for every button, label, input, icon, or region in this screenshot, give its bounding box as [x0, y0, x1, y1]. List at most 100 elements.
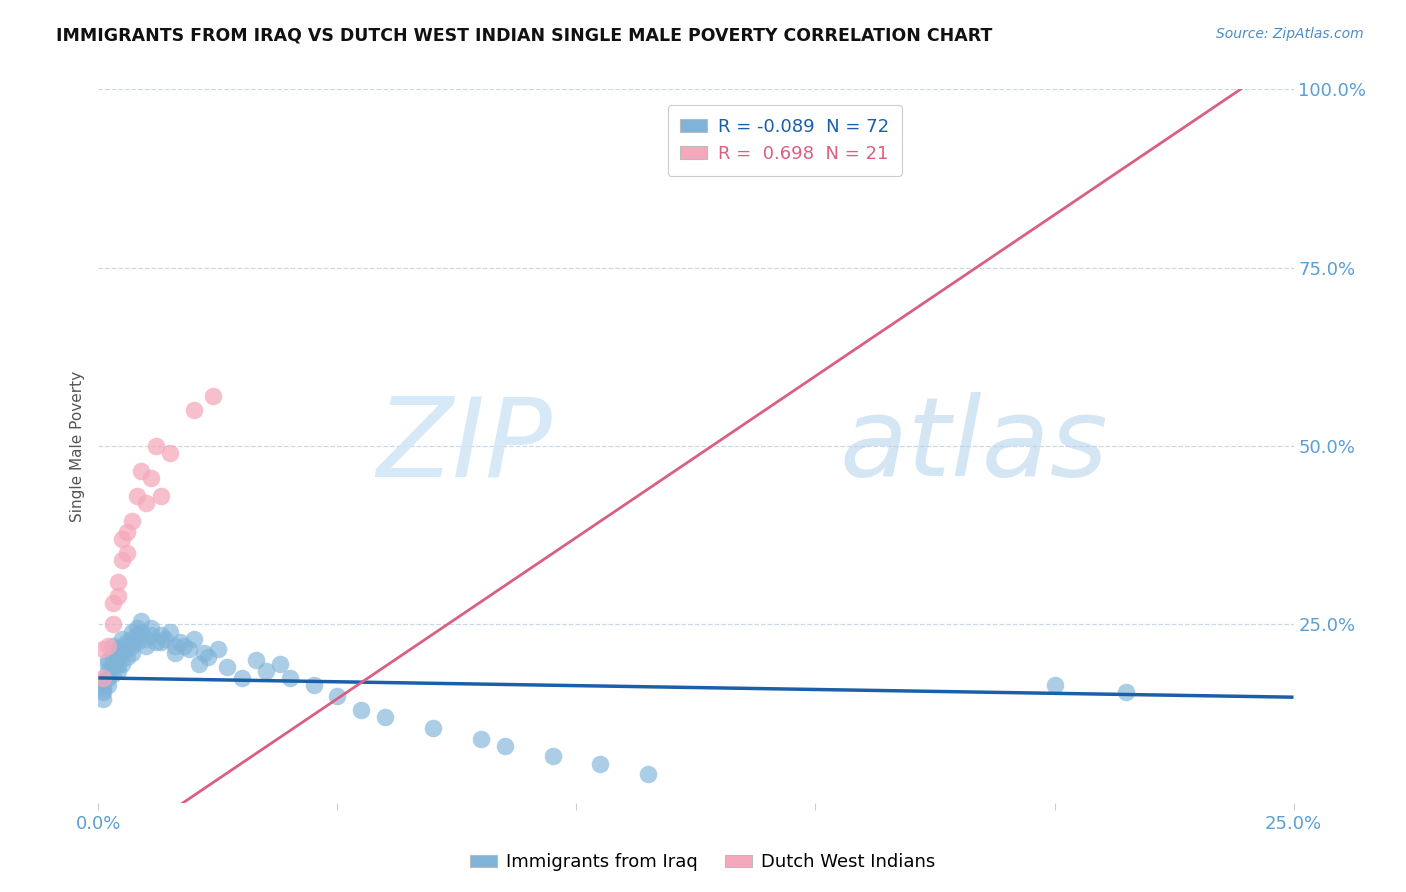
Point	[269, 657, 291, 671]
Point	[202, 389, 225, 403]
Point	[183, 403, 205, 417]
Point	[107, 649, 129, 664]
Point	[149, 635, 172, 649]
Point	[91, 681, 114, 696]
Point	[145, 439, 167, 453]
Point	[159, 624, 181, 639]
Point	[139, 621, 162, 635]
Point	[187, 657, 209, 671]
Point	[155, 632, 177, 646]
Point	[494, 739, 516, 753]
Point	[91, 674, 114, 689]
Point	[115, 546, 138, 560]
Point	[173, 639, 195, 653]
Point	[470, 731, 492, 746]
Point	[231, 671, 253, 685]
Point	[101, 646, 124, 660]
Legend: Immigrants from Iraq, Dutch West Indians: Immigrants from Iraq, Dutch West Indians	[463, 847, 943, 879]
Point	[1043, 678, 1066, 692]
Point	[183, 632, 205, 646]
Text: atlas: atlas	[839, 392, 1108, 500]
Point	[101, 660, 124, 674]
Point	[163, 639, 186, 653]
Point	[139, 471, 162, 485]
Point	[326, 689, 349, 703]
Point	[179, 642, 201, 657]
Point	[422, 721, 444, 735]
Point	[97, 678, 120, 692]
Point	[193, 646, 215, 660]
Point	[107, 574, 129, 589]
Point	[125, 489, 148, 503]
Point	[107, 642, 129, 657]
Point	[121, 646, 143, 660]
Point	[111, 639, 134, 653]
Point	[163, 646, 186, 660]
Text: ZIP: ZIP	[377, 392, 553, 500]
Point	[245, 653, 267, 667]
Point	[97, 657, 120, 671]
Point	[197, 649, 219, 664]
Point	[101, 596, 124, 610]
Point	[254, 664, 277, 678]
Point	[111, 646, 134, 660]
Point	[115, 524, 138, 539]
Point	[149, 489, 172, 503]
Point	[91, 692, 114, 706]
Point	[111, 657, 134, 671]
Point	[107, 589, 129, 603]
Point	[350, 703, 373, 717]
Point	[278, 671, 301, 685]
Point	[101, 617, 124, 632]
Point	[101, 667, 124, 681]
Point	[302, 678, 325, 692]
Point	[111, 532, 134, 546]
Point	[541, 749, 564, 764]
Point	[107, 664, 129, 678]
Point	[97, 664, 120, 678]
Point	[131, 614, 153, 628]
Point	[125, 621, 148, 635]
Point	[97, 671, 120, 685]
Point	[91, 642, 114, 657]
Text: Source: ZipAtlas.com: Source: ZipAtlas.com	[1216, 27, 1364, 41]
Point	[107, 657, 129, 671]
Point	[135, 632, 157, 646]
Point	[135, 639, 157, 653]
Point	[145, 635, 167, 649]
Point	[115, 649, 138, 664]
Point	[159, 446, 181, 460]
Point	[115, 642, 138, 657]
Point	[91, 671, 114, 685]
Point	[217, 660, 239, 674]
Point	[169, 635, 191, 649]
Point	[91, 678, 114, 692]
Point	[121, 514, 143, 528]
Point	[131, 624, 153, 639]
Point	[1115, 685, 1137, 699]
Point	[589, 756, 612, 771]
Y-axis label: Single Male Poverty: Single Male Poverty	[70, 370, 86, 522]
Point	[121, 624, 143, 639]
Point	[139, 628, 162, 642]
Point	[637, 767, 659, 781]
Point	[207, 642, 229, 657]
Point	[91, 685, 114, 699]
Point	[111, 553, 134, 567]
Point	[97, 653, 120, 667]
Point	[101, 653, 124, 667]
Point	[374, 710, 396, 724]
Text: IMMIGRANTS FROM IRAQ VS DUTCH WEST INDIAN SINGLE MALE POVERTY CORRELATION CHART: IMMIGRANTS FROM IRAQ VS DUTCH WEST INDIA…	[56, 27, 993, 45]
Point	[125, 628, 148, 642]
Point	[149, 628, 172, 642]
Point	[101, 639, 124, 653]
Legend: R = -0.089  N = 72, R =  0.698  N = 21: R = -0.089 N = 72, R = 0.698 N = 21	[668, 105, 903, 176]
Point	[121, 632, 143, 646]
Point	[97, 639, 120, 653]
Point	[121, 639, 143, 653]
Point	[135, 496, 157, 510]
Point	[115, 635, 138, 649]
Point	[111, 632, 134, 646]
Point	[131, 464, 153, 478]
Point	[125, 635, 148, 649]
